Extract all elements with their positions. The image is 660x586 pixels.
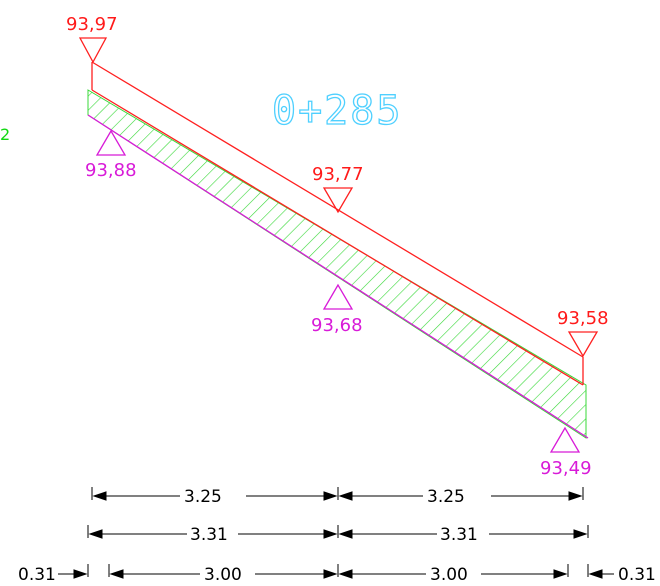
dimension-row3-label-3: 3.00 (430, 565, 468, 585)
dimension-row2-label-2: 3.31 (440, 525, 478, 545)
dimension-row2-label-1: 3.31 (190, 525, 228, 545)
top-elevation-left: 93,97 (66, 14, 118, 35)
top-elevation-middle: 93,77 (312, 164, 364, 185)
design-profile (91, 61, 584, 386)
top-marker-left-icon (78, 37, 108, 64)
bottom-elevation-left: 93,88 (85, 160, 137, 181)
station-label: 0+285 (272, 88, 402, 134)
dimension-row3-label-1: 0.31 (18, 565, 56, 585)
edge-label: 2 (0, 125, 10, 144)
dimension-row1-label-2: 3.25 (427, 487, 465, 507)
existing-profile (87, 114, 589, 439)
dimension-row3-label-4: 0.31 (618, 565, 656, 585)
top-marker-middle-icon (322, 187, 354, 214)
bottom-marker-left-icon (95, 129, 127, 156)
bottom-elevation-right: 93,49 (540, 458, 592, 479)
dimension-row3-label-2: 3.00 (204, 565, 242, 585)
bottom-marker-middle-icon (322, 283, 354, 310)
hatched-layer (87, 89, 587, 439)
top-marker-right-icon (567, 331, 599, 358)
dimension-row1-label-1: 3.25 (184, 487, 222, 507)
dimension-row-2 (87, 525, 589, 539)
bottom-elevation-middle: 93,68 (311, 315, 363, 336)
bottom-marker-right-icon (549, 426, 581, 453)
top-elevation-right: 93,58 (557, 308, 609, 329)
dimension-row-3 (58, 564, 614, 579)
dimension-row-1 (91, 487, 584, 501)
